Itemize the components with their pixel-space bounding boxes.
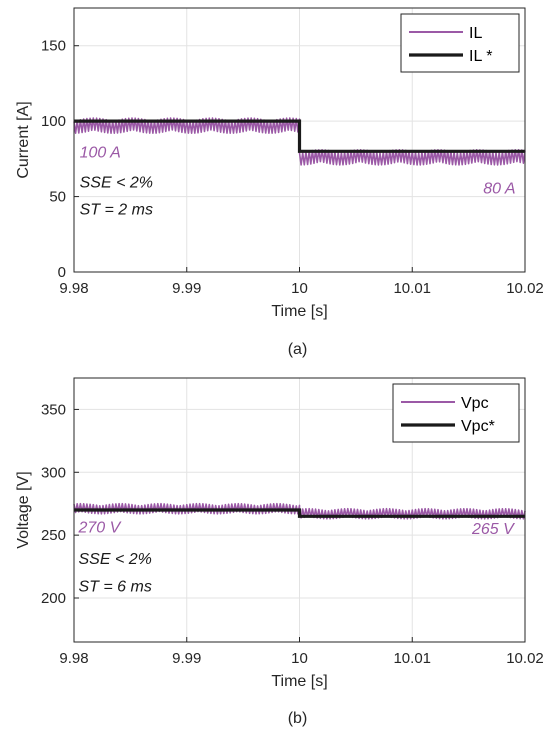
x-tick-label: 10 — [291, 280, 308, 297]
x-axis-label: Time [s] — [271, 303, 327, 320]
x-tick-label: 10.02 — [506, 280, 544, 297]
y-tick-label: 50 — [49, 189, 66, 206]
annotation-label: 265 V — [471, 521, 515, 538]
annotation-label: 80 A — [483, 181, 515, 198]
annotation-label: ST = 6 ms — [79, 579, 152, 596]
y-tick-label: 0 — [58, 264, 66, 281]
y-tick-label: 200 — [41, 590, 66, 607]
legend-label: Vpc* — [461, 418, 495, 435]
x-tick-label: 10 — [291, 650, 308, 667]
x-tick-label: 9.98 — [59, 650, 88, 667]
legend-label: IL * — [469, 48, 492, 65]
annotation-label: SSE < 2% — [79, 551, 152, 568]
legend-label: Vpc — [461, 395, 489, 412]
y-tick-label: 250 — [41, 527, 66, 544]
panel-caption: (b) — [288, 710, 308, 727]
legend: Vpc Vpc* — [392, 383, 520, 443]
legend-box — [400, 13, 520, 73]
annotation-label: 270 V — [78, 520, 122, 537]
series-line-reference — [74, 119, 525, 153]
y-tick-label: 150 — [41, 38, 66, 55]
x-tick-label: 9.98 — [59, 280, 88, 297]
y-tick-label: 100 — [41, 113, 66, 130]
panel-caption: (a) — [288, 341, 308, 358]
x-tick-label: 9.99 — [172, 280, 201, 297]
x-tick-label: 9.99 — [172, 650, 201, 667]
x-tick-label: 10.02 — [506, 650, 544, 667]
x-tick-label: 10.01 — [393, 280, 431, 297]
y-tick-label: 350 — [41, 401, 66, 418]
annotation-label: 100 A — [80, 144, 121, 161]
x-tick-label: 10.01 — [393, 650, 431, 667]
annotation-label: ST = 2 ms — [80, 202, 153, 219]
y-axis-label: Voltage [V] — [15, 471, 32, 548]
legend: IL IL * — [400, 13, 520, 73]
panel-b: 9.98 9.99 10 10.01 10.02 200 250 300 350 Time [s]… — [15, 377, 544, 727]
series-line-reference — [74, 508, 525, 518]
y-axis-label: Current [A] — [15, 101, 32, 178]
x-axis-label: Time [s] — [271, 673, 327, 690]
annotation-label: SSE < 2% — [80, 175, 153, 192]
panel-a: 9.98 9.99 10 10.01 10.02 0 50 100 150 Time [s] Cur… — [15, 7, 544, 358]
legend-label: IL — [469, 25, 482, 42]
y-tick-label: 300 — [41, 464, 66, 481]
legend-box — [392, 383, 520, 443]
